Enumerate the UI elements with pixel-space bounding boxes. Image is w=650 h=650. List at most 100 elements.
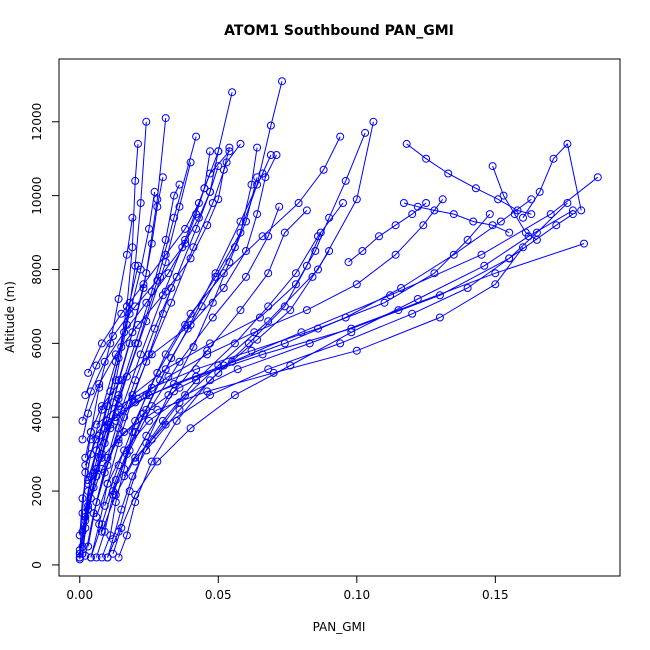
data-point <box>294 199 303 207</box>
profile-series <box>86 173 602 503</box>
profile-line <box>79 265 139 554</box>
profile-series <box>344 199 431 267</box>
data-point <box>491 269 500 278</box>
data-point <box>131 176 140 185</box>
profile-series <box>103 117 378 562</box>
data-point <box>527 210 536 219</box>
data-point <box>186 158 195 167</box>
data-point <box>167 298 176 307</box>
profile-line <box>84 213 574 466</box>
data-point <box>153 457 162 466</box>
data-point <box>131 339 140 348</box>
data-point <box>275 202 284 211</box>
x-tick-label: 0.10 <box>343 588 370 602</box>
data-point <box>131 498 140 507</box>
chart-title: ATOM1 Southbound PAN_GMI <box>224 23 454 39</box>
profile-series <box>114 228 325 562</box>
data-point <box>336 339 345 348</box>
data-point <box>494 195 503 204</box>
profile-line <box>145 250 330 451</box>
data-point <box>167 284 176 292</box>
data-point <box>111 416 120 425</box>
data-point <box>316 228 325 237</box>
data-point <box>131 261 140 270</box>
data-point <box>230 391 239 400</box>
data-point <box>219 361 228 370</box>
profile-line <box>82 177 164 547</box>
data-point <box>477 250 486 259</box>
data-point <box>178 243 187 252</box>
data-point <box>145 391 153 400</box>
profile-line <box>112 209 574 554</box>
data-point <box>261 173 270 182</box>
data-point <box>206 147 214 156</box>
profile-line <box>95 81 283 558</box>
data-point <box>147 350 156 359</box>
data-point <box>491 280 500 289</box>
data-point <box>577 206 586 215</box>
data-point <box>95 520 104 529</box>
data-point <box>402 139 411 148</box>
data-point <box>189 343 198 351</box>
data-point <box>75 546 84 555</box>
data-point <box>172 416 181 425</box>
data-point <box>375 232 383 241</box>
data-point <box>485 210 494 219</box>
profile-line <box>90 176 599 499</box>
data-point <box>145 350 153 359</box>
data-point <box>391 221 400 230</box>
data-point <box>255 313 264 322</box>
profile-line <box>101 202 568 532</box>
data-point <box>242 217 250 226</box>
data-point <box>175 202 184 211</box>
data-point <box>89 509 98 518</box>
profile-line <box>123 210 308 477</box>
profile-series <box>81 139 245 560</box>
data-point <box>128 213 137 222</box>
profile-series <box>399 199 514 237</box>
data-point <box>225 143 234 152</box>
profile-line <box>107 121 374 558</box>
data-point <box>114 391 123 400</box>
data-point <box>114 527 123 536</box>
data-point <box>214 147 223 156</box>
data-point <box>161 114 170 123</box>
data-point <box>280 228 289 237</box>
data-point <box>552 221 561 230</box>
data-point <box>134 339 142 348</box>
data-point <box>100 527 109 536</box>
data-point <box>147 287 156 296</box>
profile-series <box>89 147 223 518</box>
profile-series <box>488 162 541 244</box>
data-point <box>139 409 148 418</box>
data-point <box>397 284 406 292</box>
data-point <box>136 199 145 207</box>
data-point <box>449 250 458 259</box>
plot-frame <box>58 58 621 577</box>
data-point <box>100 501 109 510</box>
data-point <box>89 483 98 492</box>
data-point <box>158 173 167 182</box>
data-point <box>253 210 262 219</box>
data-point <box>117 376 126 385</box>
data-point <box>200 184 209 193</box>
data-point <box>408 309 417 318</box>
data-point <box>111 357 120 366</box>
data-point <box>480 261 489 270</box>
data-point <box>341 176 350 185</box>
data-point <box>435 313 444 322</box>
data-point <box>161 365 170 374</box>
data-point <box>103 479 112 488</box>
data-point <box>181 391 190 400</box>
data-point <box>253 335 262 344</box>
data-point <box>546 210 555 219</box>
profile-line <box>79 191 156 536</box>
data-point <box>438 195 447 204</box>
data-point <box>109 535 117 544</box>
data-point <box>471 184 480 193</box>
data-point <box>100 439 109 448</box>
profile-line <box>107 177 258 558</box>
data-point <box>170 213 178 222</box>
data-point <box>186 309 195 318</box>
data-point <box>117 309 126 318</box>
